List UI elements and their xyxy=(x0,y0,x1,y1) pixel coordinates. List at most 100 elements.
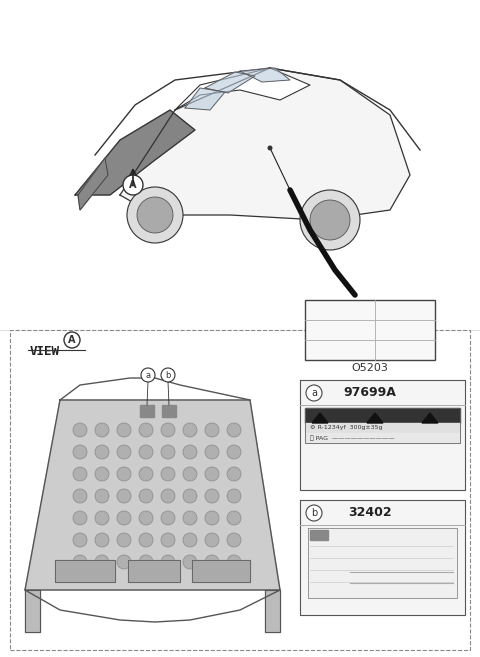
Text: 32402: 32402 xyxy=(348,507,392,520)
Circle shape xyxy=(161,467,175,481)
Circle shape xyxy=(117,533,131,547)
Circle shape xyxy=(183,489,197,503)
Circle shape xyxy=(161,555,175,569)
Text: a: a xyxy=(145,371,151,380)
FancyBboxPatch shape xyxy=(305,300,435,360)
Circle shape xyxy=(183,467,197,481)
Circle shape xyxy=(139,555,153,569)
Circle shape xyxy=(161,533,175,547)
Circle shape xyxy=(227,467,241,481)
Text: O5203: O5203 xyxy=(351,363,388,373)
Circle shape xyxy=(205,467,219,481)
Polygon shape xyxy=(265,590,280,632)
Circle shape xyxy=(205,489,219,503)
Circle shape xyxy=(117,511,131,525)
Circle shape xyxy=(205,511,219,525)
Circle shape xyxy=(73,555,87,569)
Circle shape xyxy=(205,555,219,569)
Circle shape xyxy=(73,533,87,547)
Circle shape xyxy=(139,467,153,481)
Circle shape xyxy=(306,505,322,521)
Circle shape xyxy=(306,385,322,401)
Polygon shape xyxy=(25,590,40,632)
Text: VIEW: VIEW xyxy=(30,345,60,358)
Circle shape xyxy=(227,423,241,437)
Circle shape xyxy=(141,368,155,382)
Polygon shape xyxy=(140,405,154,417)
Text: 97699A: 97699A xyxy=(344,386,396,399)
Polygon shape xyxy=(305,433,460,443)
Text: b: b xyxy=(311,508,317,518)
Polygon shape xyxy=(300,380,465,490)
Circle shape xyxy=(227,555,241,569)
Circle shape xyxy=(183,511,197,525)
Circle shape xyxy=(137,197,173,233)
Circle shape xyxy=(139,445,153,459)
Text: A: A xyxy=(68,335,76,345)
Polygon shape xyxy=(120,68,410,220)
Polygon shape xyxy=(75,110,195,195)
Circle shape xyxy=(161,368,175,382)
Text: A: A xyxy=(129,180,137,190)
Circle shape xyxy=(95,467,109,481)
Polygon shape xyxy=(162,405,176,417)
Circle shape xyxy=(95,555,109,569)
Polygon shape xyxy=(185,88,225,110)
Circle shape xyxy=(161,511,175,525)
Circle shape xyxy=(205,445,219,459)
Circle shape xyxy=(183,555,197,569)
Circle shape xyxy=(139,423,153,437)
Circle shape xyxy=(183,533,197,547)
Circle shape xyxy=(227,511,241,525)
Circle shape xyxy=(73,489,87,503)
Circle shape xyxy=(205,533,219,547)
Circle shape xyxy=(127,187,183,243)
Circle shape xyxy=(73,423,87,437)
Circle shape xyxy=(95,511,109,525)
Circle shape xyxy=(95,423,109,437)
Text: ⚙ R-1234yf  300g±35g: ⚙ R-1234yf 300g±35g xyxy=(310,426,383,430)
Circle shape xyxy=(183,423,197,437)
Circle shape xyxy=(267,145,273,150)
Polygon shape xyxy=(205,72,255,93)
Text: b: b xyxy=(165,371,171,380)
Circle shape xyxy=(117,555,131,569)
Circle shape xyxy=(205,423,219,437)
Circle shape xyxy=(161,423,175,437)
FancyBboxPatch shape xyxy=(10,330,470,650)
Circle shape xyxy=(139,511,153,525)
Circle shape xyxy=(161,489,175,503)
Polygon shape xyxy=(192,560,250,582)
Polygon shape xyxy=(78,158,108,210)
Polygon shape xyxy=(300,500,465,615)
Circle shape xyxy=(123,175,143,195)
Polygon shape xyxy=(55,560,115,582)
Circle shape xyxy=(139,489,153,503)
Polygon shape xyxy=(422,413,438,423)
Circle shape xyxy=(161,445,175,459)
Text: a: a xyxy=(311,388,317,398)
Polygon shape xyxy=(240,68,290,82)
Polygon shape xyxy=(312,413,328,423)
Polygon shape xyxy=(310,530,328,540)
Polygon shape xyxy=(175,68,310,110)
Circle shape xyxy=(227,445,241,459)
Circle shape xyxy=(95,489,109,503)
Polygon shape xyxy=(305,423,460,433)
Circle shape xyxy=(183,445,197,459)
Polygon shape xyxy=(308,528,457,598)
Circle shape xyxy=(95,533,109,547)
Circle shape xyxy=(300,190,360,250)
Polygon shape xyxy=(305,408,460,423)
Circle shape xyxy=(139,533,153,547)
Circle shape xyxy=(73,467,87,481)
Polygon shape xyxy=(25,400,280,590)
Circle shape xyxy=(227,489,241,503)
Circle shape xyxy=(73,511,87,525)
Circle shape xyxy=(117,489,131,503)
Circle shape xyxy=(227,533,241,547)
Polygon shape xyxy=(367,413,383,423)
Circle shape xyxy=(310,200,350,240)
Polygon shape xyxy=(128,560,180,582)
Circle shape xyxy=(117,445,131,459)
